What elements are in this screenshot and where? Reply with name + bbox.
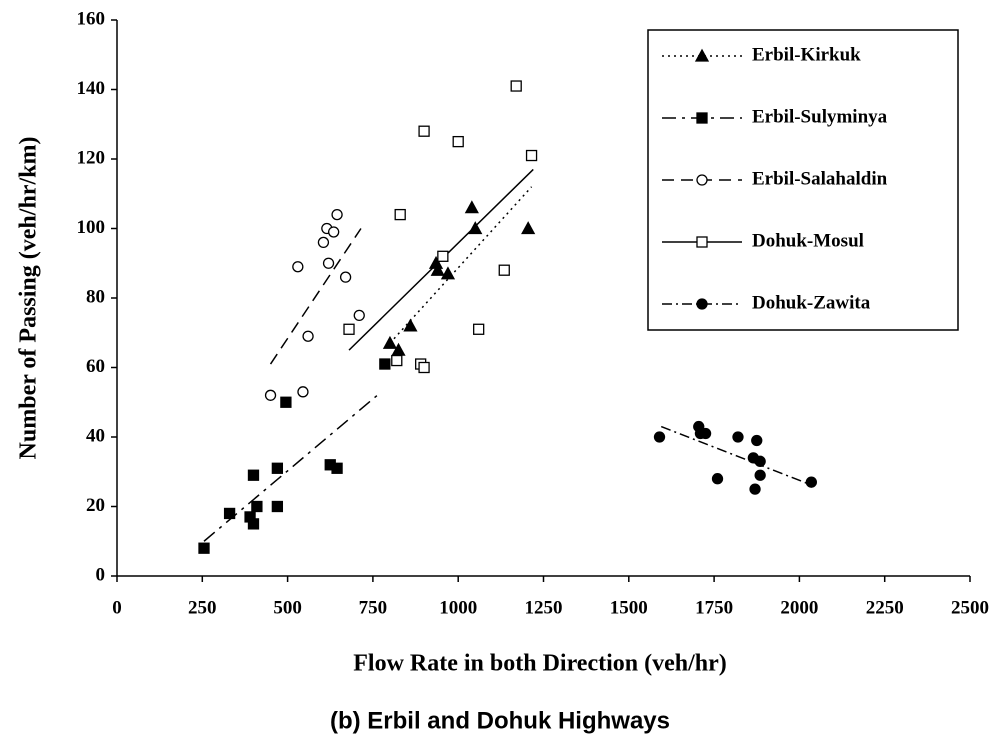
x-tick-label: 750 bbox=[359, 597, 388, 618]
x-tick-label: 1250 bbox=[525, 597, 563, 618]
y-axis-label: Number of Passing (veh/hr/km) bbox=[16, 137, 42, 460]
point bbox=[271, 462, 284, 474]
point bbox=[464, 200, 479, 214]
point bbox=[754, 469, 766, 481]
point bbox=[525, 149, 538, 162]
legend-label: Dohuk-Mosul bbox=[752, 230, 864, 251]
point bbox=[468, 221, 483, 235]
point bbox=[328, 226, 340, 238]
point bbox=[317, 236, 330, 249]
point bbox=[403, 318, 418, 332]
legend-marker bbox=[696, 236, 708, 248]
point bbox=[331, 208, 343, 221]
x-tick-label: 1750 bbox=[695, 597, 733, 618]
y-tick-label: 40 bbox=[86, 425, 105, 446]
x-tick-label: 2000 bbox=[780, 597, 818, 618]
legend-marker bbox=[696, 298, 708, 310]
x-axis-label: Flow Rate in both Direction (veh/hr) bbox=[353, 651, 727, 677]
legend-label: Dohuk-Zawita bbox=[752, 292, 871, 313]
point bbox=[418, 125, 430, 137]
point bbox=[440, 266, 456, 280]
point bbox=[382, 335, 398, 349]
y-tick-label: 80 bbox=[86, 286, 105, 307]
legend-label: Erbil-Sulyminya bbox=[752, 106, 888, 127]
y-tick-label: 160 bbox=[77, 8, 106, 29]
y-tick-label: 0 bbox=[96, 564, 106, 585]
point bbox=[452, 135, 464, 148]
point bbox=[247, 518, 260, 530]
legend-label: Erbil-Kirkuk bbox=[752, 44, 861, 65]
legend-label: Erbil-Salahaldin bbox=[752, 168, 888, 189]
point bbox=[223, 507, 236, 520]
point bbox=[331, 462, 343, 474]
x-tick-label: 2500 bbox=[951, 597, 989, 618]
point bbox=[297, 386, 309, 398]
point bbox=[653, 431, 666, 443]
x-tick-label: 2250 bbox=[866, 597, 904, 618]
legend-marker bbox=[696, 112, 708, 124]
x-tick-label: 1500 bbox=[610, 597, 648, 618]
point bbox=[353, 309, 365, 322]
legend-marker bbox=[696, 174, 708, 186]
point bbox=[198, 542, 210, 554]
y-tick-label: 140 bbox=[77, 78, 106, 99]
point bbox=[292, 261, 304, 273]
point bbox=[699, 427, 712, 440]
x-tick-label: 250 bbox=[188, 597, 217, 618]
point bbox=[302, 330, 314, 342]
point bbox=[473, 323, 485, 335]
point bbox=[322, 257, 335, 269]
y-tick-label: 120 bbox=[77, 147, 106, 168]
trend-line bbox=[269, 228, 362, 365]
point bbox=[437, 250, 449, 262]
point bbox=[391, 354, 403, 367]
point bbox=[271, 500, 284, 513]
point bbox=[498, 264, 510, 276]
point bbox=[430, 262, 445, 276]
trend-line bbox=[389, 186, 533, 344]
point bbox=[521, 221, 536, 235]
point bbox=[394, 208, 406, 221]
point bbox=[339, 271, 352, 283]
point bbox=[264, 389, 277, 401]
y-tick-label: 20 bbox=[86, 495, 105, 516]
point bbox=[805, 476, 817, 488]
x-tick-label: 1000 bbox=[439, 597, 477, 618]
point bbox=[754, 455, 766, 467]
point bbox=[247, 469, 260, 481]
y-tick-label: 100 bbox=[77, 217, 106, 238]
x-tick-label: 500 bbox=[273, 597, 302, 618]
point bbox=[510, 80, 522, 92]
point bbox=[749, 483, 761, 495]
point bbox=[732, 431, 744, 443]
point bbox=[418, 361, 430, 374]
point bbox=[379, 358, 391, 370]
point bbox=[711, 473, 724, 485]
x-tick-label: 0 bbox=[112, 597, 122, 618]
point bbox=[280, 396, 292, 408]
trend-line bbox=[660, 425, 814, 487]
point bbox=[343, 323, 355, 335]
y-tick-label: 60 bbox=[86, 356, 105, 377]
point bbox=[751, 434, 763, 447]
point bbox=[251, 500, 263, 513]
chart-title: (b) Erbil and Dohuk Highways bbox=[330, 707, 670, 734]
legend-marker bbox=[694, 48, 710, 62]
